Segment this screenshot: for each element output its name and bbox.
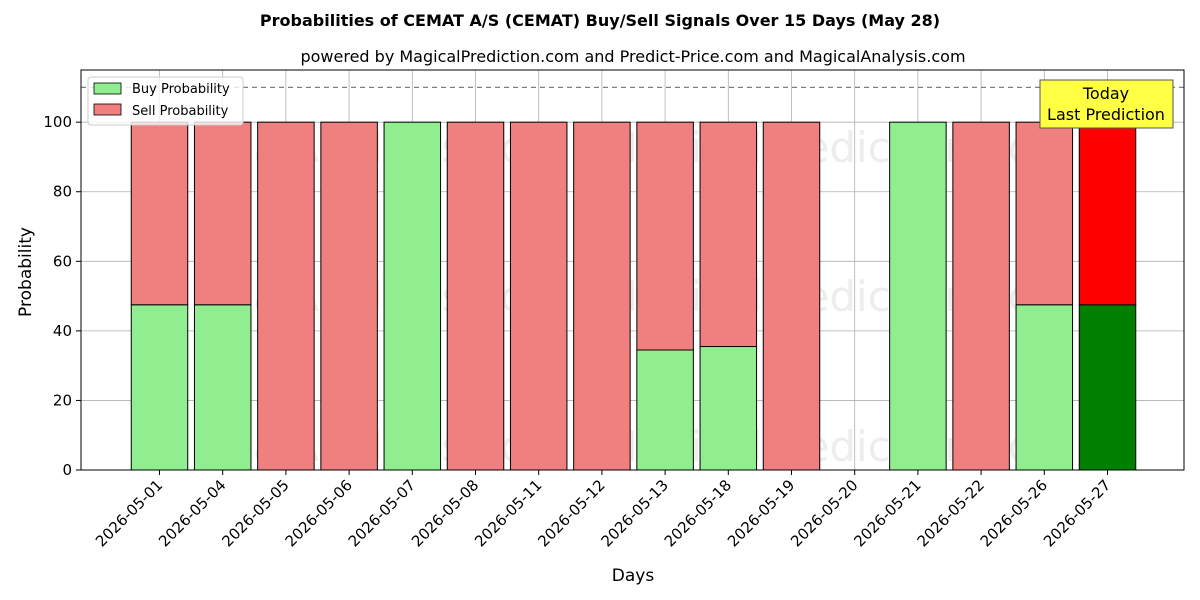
x-tick-label: 2026-05-13 <box>598 476 672 550</box>
bar-sell-2026-05-19 <box>762 121 821 471</box>
legend-buy-swatch <box>93 82 122 95</box>
bar-sell-2026-05-06 <box>320 121 378 471</box>
x-axis-label: Days <box>612 566 655 586</box>
bar-buy-2026-05-26 <box>1015 304 1074 471</box>
x-tick-label: 2026-05-18 <box>661 476 735 550</box>
x-tick-label: 2026-05-08 <box>408 476 482 550</box>
chart-subtitle: powered by MagicalPrediction.com and Pre… <box>300 47 965 66</box>
legend: Buy Probability Sell Probability <box>87 76 244 126</box>
legend-sell-swatch <box>93 103 122 116</box>
x-tick-label: 2026-05-19 <box>724 476 798 550</box>
bar-sell-2026-05-04 <box>193 121 252 306</box>
bar-sell-2026-05-26 <box>1015 121 1074 306</box>
y-tick-label: 80 <box>53 183 72 201</box>
legend-buy-label: Buy Probability <box>132 82 230 97</box>
x-tick-label: 2026-05-21 <box>850 476 924 550</box>
bar-sell-2026-05-08 <box>446 121 505 471</box>
annotation-line2: Last Prediction <box>1047 105 1165 124</box>
y-tick-label: 20 <box>53 391 72 409</box>
annotation-line1: Today <box>1082 84 1129 103</box>
bar-layer <box>130 121 1137 471</box>
bar-sell-2026-05-13 <box>636 121 694 351</box>
bar-buy-2026-05-13 <box>636 349 694 471</box>
y-axis-ticks: 0 20 40 60 80 100 <box>43 113 81 479</box>
x-tick-label: 2026-05-07 <box>345 476 419 550</box>
annotation-box <box>1039 79 1174 129</box>
y-axis-label: Probability <box>16 227 36 317</box>
x-tick-label: 2026-05-20 <box>787 476 861 550</box>
bar-sell-2026-05-01 <box>130 121 189 306</box>
x-tick-label: 2026-05-05 <box>218 476 292 550</box>
bar-sell-2026-05-27 <box>1078 121 1137 306</box>
bar-sell-2026-05-18 <box>699 121 758 348</box>
legend-box <box>87 76 244 126</box>
bar-buy-2026-05-21 <box>889 121 947 471</box>
today-annotation: Today Last Prediction <box>1039 79 1174 129</box>
legend-sell-label: Sell Probability <box>132 104 229 119</box>
bar-buy-2026-05-07 <box>383 121 442 471</box>
x-tick-label: 2026-05-04 <box>155 476 229 550</box>
x-axis-ticks: 2026-05-012026-05-042026-05-052026-05-06… <box>92 470 1114 550</box>
bar-buy-2026-05-27 <box>1078 304 1137 471</box>
y-tick-label: 40 <box>53 322 72 340</box>
y-tick-label: 0 <box>62 461 72 479</box>
x-tick-label: 2026-05-06 <box>282 476 356 550</box>
x-tick-label: 2026-05-12 <box>534 476 608 550</box>
bar-sell-2026-05-11 <box>509 121 568 471</box>
x-tick-label: 2026-05-27 <box>1040 476 1114 550</box>
bar-buy-2026-05-18 <box>699 346 758 471</box>
bar-sell-2026-05-22 <box>952 121 1010 471</box>
bar-sell-2026-05-12 <box>573 121 631 471</box>
y-tick-label: 60 <box>53 252 72 270</box>
plot-frame <box>80 69 1185 471</box>
y-tick-label: 100 <box>43 113 72 131</box>
x-tick-label: 2026-05-01 <box>92 476 166 550</box>
chart-title: Probabilities of CEMAT A/S (CEMAT) Buy/S… <box>260 11 940 30</box>
x-tick-label: 2026-05-22 <box>914 476 988 550</box>
x-tick-label: 2026-05-11 <box>471 476 545 550</box>
x-tick-label: 2026-05-26 <box>977 476 1051 550</box>
bar-sell-2026-05-05 <box>257 121 315 471</box>
bar-buy-2026-05-01 <box>130 304 189 471</box>
bar-buy-2026-05-04 <box>193 304 252 471</box>
